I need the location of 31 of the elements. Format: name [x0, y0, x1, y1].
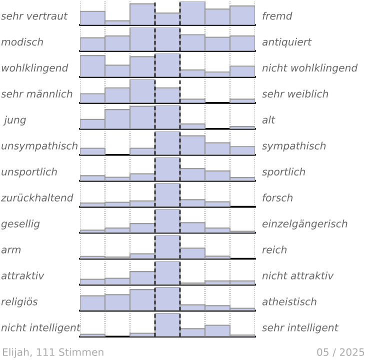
- y2-axis-title: sehr intelligent: [262, 324, 339, 334]
- bar: [229, 98, 255, 103]
- y2-axis-title: atheistisch: [262, 298, 316, 306]
- y2-axis-title: sehr weiblich: [262, 90, 328, 98]
- y2-axis-title: sympathisch: [262, 142, 326, 152]
- y2-axis-title: antiquiert: [262, 38, 312, 48]
- y2-axis-title: alt: [262, 116, 276, 124]
- y2-axis-title: einzelgängerisch: [262, 220, 348, 230]
- y-axis-title: zurückhaltend: [0, 194, 74, 202]
- text: 05 / 2025: [317, 348, 364, 357]
- y-axis-title: arm: [1, 248, 21, 254]
- y-axis-title: attraktiv: [1, 272, 44, 280]
- y-axis-title: unsportlich: [2, 168, 57, 178]
- y-axis-title: nicht intelligent: [1, 324, 81, 334]
- y-axis-title: wohlklingend: [2, 64, 68, 74]
- y2-axis-title: fremd: [262, 12, 292, 20]
- y-axis-title: sehr männlich: [1, 90, 72, 98]
- y-axis-title: jung: [3, 116, 26, 126]
- text: Elijah, 111 Stimmen: [2, 348, 104, 358]
- y-axis-title: modisch: [1, 38, 43, 46]
- bar: [80, 148, 106, 155]
- y2-axis-title: sportlich: [262, 168, 306, 178]
- y2-axis-title: nicht attraktiv: [262, 272, 334, 280]
- y2-axis-title: forsch: [262, 194, 293, 202]
- bar: [80, 334, 106, 337]
- y-axis-title: religiös: [1, 298, 38, 308]
- y-axis-title: unsympathisch: [2, 142, 78, 152]
- y2-axis-title: nicht wohlklingend: [262, 64, 358, 74]
- y2-axis-title: reich: [262, 246, 287, 254]
- y-axis-title: gesellig: [1, 220, 40, 230]
- y-axis-title: sehr vertraut: [1, 12, 68, 20]
